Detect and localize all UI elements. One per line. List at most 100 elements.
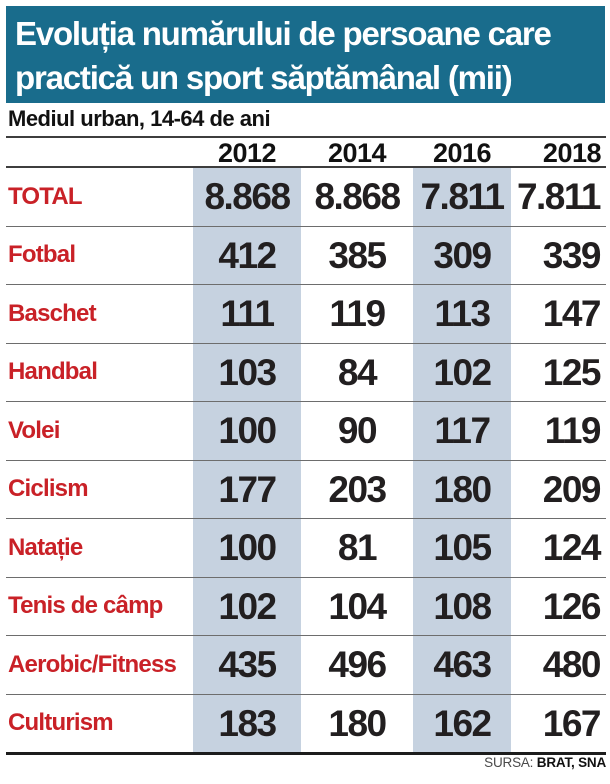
value-cell: 124 xyxy=(511,519,606,577)
cell-value: 117 xyxy=(434,410,491,452)
value-cell: 119 xyxy=(301,285,413,343)
cell-value: 147 xyxy=(542,293,602,335)
cell-value: 113 xyxy=(434,293,491,335)
cell-value: 435 xyxy=(218,644,277,686)
cell-value: 124 xyxy=(542,527,602,569)
value-cell: 119 xyxy=(511,402,606,460)
row-label-cell: Ciclism xyxy=(6,461,193,519)
value-cell: 7.811 xyxy=(413,168,511,226)
cell-value: 167 xyxy=(542,702,602,744)
cell-value: 339 xyxy=(542,234,602,276)
value-cell: 102 xyxy=(413,343,511,401)
cell-value: 180 xyxy=(328,702,387,744)
value-cell: 480 xyxy=(511,636,606,694)
value-cell: 309 xyxy=(413,226,511,284)
value-cell: 125 xyxy=(511,344,606,402)
cell-value: 103 xyxy=(218,351,277,393)
table-bottom-rule xyxy=(6,752,606,755)
row-label-cell: Baschet xyxy=(6,285,193,343)
value-cell: 177 xyxy=(193,460,301,518)
source-value: BRAT, SNA xyxy=(536,755,606,770)
cell-value: 496 xyxy=(328,644,387,686)
value-cell: 103 xyxy=(193,343,301,401)
row-label-cell: Natație xyxy=(6,519,193,577)
row-label: Culturism xyxy=(8,709,114,737)
value-cell: 203 xyxy=(301,461,413,519)
cell-value: 105 xyxy=(433,527,492,569)
cell-value: 8.868 xyxy=(204,176,291,218)
cell-value: 100 xyxy=(218,527,277,569)
value-cell: 385 xyxy=(301,227,413,285)
table-row: Fotbal 412 385 309 339 xyxy=(6,225,606,285)
value-cell: 90 xyxy=(301,402,413,460)
cell-value: 480 xyxy=(542,644,602,686)
value-cell: 147 xyxy=(511,285,606,343)
cell-value: 177 xyxy=(218,468,277,510)
cell-value: 180 xyxy=(433,468,492,510)
row-label-cell: Culturism xyxy=(6,695,193,753)
value-cell: 102 xyxy=(193,577,301,635)
cell-value: 108 xyxy=(433,585,492,627)
value-cell: 183 xyxy=(193,694,301,752)
divider-under-subtitle xyxy=(6,136,606,138)
row-label: Tenis de câmp xyxy=(8,592,163,620)
value-cell: 117 xyxy=(413,402,511,460)
subtitle: Mediul urban, 14-64 de ani xyxy=(8,106,271,131)
value-cell: 105 xyxy=(413,519,511,577)
table-row: Baschet 111 119 113 147 xyxy=(6,284,606,343)
row-label: Natație xyxy=(8,533,83,561)
value-cell: 108 xyxy=(413,577,511,635)
cell-value: 90 xyxy=(337,410,378,452)
table-row: TOTAL 8.868 8.868 7.811 7.811 xyxy=(6,168,606,226)
cell-value: 104 xyxy=(328,585,387,627)
table-row: Natație 100 81 105 124 xyxy=(6,518,606,577)
row-label: Baschet xyxy=(8,299,97,327)
value-cell: 463 xyxy=(413,636,511,694)
cell-value: 162 xyxy=(433,702,492,744)
cell-value: 111 xyxy=(220,293,275,335)
table-row: Ciclism 177 203 180 209 xyxy=(6,459,606,519)
source-credit: SURSA: BRAT, SNA xyxy=(484,755,606,770)
value-cell: 100 xyxy=(193,519,301,577)
value-cell: 180 xyxy=(413,460,511,518)
divider-under-header xyxy=(6,166,606,168)
row-label: Ciclism xyxy=(8,475,89,503)
table-row: Culturism 183 180 162 167 xyxy=(6,693,606,753)
value-cell: 167 xyxy=(511,695,606,753)
value-cell: 113 xyxy=(413,285,511,343)
value-cell: 111 xyxy=(193,285,301,343)
row-label: Fotbal xyxy=(8,241,76,269)
cell-value: 102 xyxy=(433,351,492,393)
table-body: TOTAL 8.868 8.868 7.811 7.811 Fotbal 412 385 309… xyxy=(6,168,606,752)
cell-value: 8.868 xyxy=(314,176,401,218)
cell-value: 84 xyxy=(337,351,378,393)
value-cell: 162 xyxy=(413,694,511,752)
value-cell: 8.868 xyxy=(193,168,301,226)
row-label-cell: Handbal xyxy=(6,344,193,402)
row-label-cell: Fotbal xyxy=(6,227,193,285)
cell-value: 102 xyxy=(218,585,277,627)
table-row: Aerobic/Fitness 435 496 463 480 xyxy=(6,635,606,694)
cell-value: 100 xyxy=(218,410,277,452)
column-header-2016: 2016 xyxy=(432,138,492,168)
value-cell: 412 xyxy=(193,226,301,284)
value-cell: 435 xyxy=(193,636,301,694)
value-cell: 126 xyxy=(511,578,606,636)
value-cell: 339 xyxy=(511,227,606,285)
value-cell: 7.811 xyxy=(511,168,606,226)
source-label: SURSA: xyxy=(484,755,534,770)
cell-value: 309 xyxy=(433,234,492,276)
table-header-row: 2012 2014 2016 2018 xyxy=(6,138,606,168)
cell-value: 412 xyxy=(218,234,277,276)
cell-value: 7.811 xyxy=(516,176,602,218)
table-row: Volei 100 90 117 119 xyxy=(6,401,606,460)
cell-value: 209 xyxy=(542,468,602,510)
row-label-cell: TOTAL xyxy=(6,168,193,226)
cell-value: 7.811 xyxy=(420,176,505,218)
cell-value: 463 xyxy=(433,644,492,686)
column-header-2014: 2014 xyxy=(327,138,387,168)
row-label-cell: Aerobic/Fitness xyxy=(6,636,193,694)
table-row: Handbal 103 84 102 125 xyxy=(6,342,606,402)
cell-value: 81 xyxy=(337,527,378,569)
